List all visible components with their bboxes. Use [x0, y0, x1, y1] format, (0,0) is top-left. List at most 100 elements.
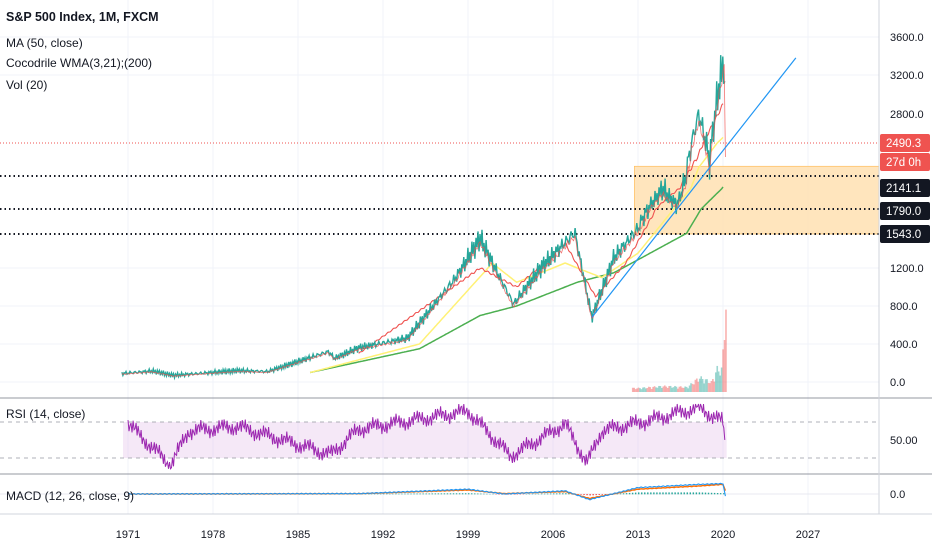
- macd-histogram-bar: [550, 494, 551, 495]
- time-axis-tick: 1999: [456, 529, 480, 541]
- volume-bar: [703, 383, 705, 392]
- macd-histogram-bar: [380, 494, 381, 495]
- volume-bar: [641, 389, 643, 392]
- macd-histogram-bar: [647, 492, 648, 494]
- macd-histogram-bar: [705, 493, 706, 495]
- macd-histogram-bar: [401, 494, 402, 495]
- volume-bar: [670, 386, 672, 392]
- macd-histogram-bar: [392, 494, 393, 495]
- legend-cocodrile-wma[interactable]: Cocodrile WMA(3,21);(200): [6, 56, 152, 70]
- macd-histogram-bar: [577, 494, 578, 495]
- macd-histogram-bar: [419, 494, 420, 495]
- price-badge-label: 1790.0: [886, 206, 921, 218]
- volume-bar: [722, 349, 724, 392]
- macd-histogram-bar: [398, 494, 399, 495]
- macd-histogram-bar: [714, 493, 715, 494]
- volume-bar: [705, 379, 707, 392]
- time-axis-tick: 1978: [201, 529, 225, 541]
- volume-bar: [645, 388, 647, 392]
- macd-histogram-bar: [441, 493, 442, 494]
- volume-bar: [632, 388, 634, 392]
- legend-volume[interactable]: Vol (20): [6, 78, 47, 92]
- macd-histogram-bar: [541, 494, 542, 495]
- macd-histogram-bar: [453, 493, 454, 494]
- volume-bar: [699, 379, 701, 392]
- macd-histogram-bar: [662, 492, 663, 494]
- macd-axis-tick: 0.0: [890, 489, 905, 501]
- volume-bar: [667, 388, 669, 392]
- macd-histogram-bar: [547, 494, 548, 495]
- volume-bar: [649, 387, 651, 392]
- volume-bar: [702, 379, 704, 392]
- chart-title[interactable]: S&P 500 Index, 1M, FXCM: [6, 10, 159, 24]
- macd-histogram-bar: [468, 493, 469, 494]
- volume-bar: [681, 388, 683, 392]
- macd-histogram-bar: [644, 492, 645, 494]
- macd-histogram-bar: [422, 494, 423, 495]
- rsi-axis-tick: 50.00: [890, 435, 918, 447]
- macd-histogram-bar: [580, 494, 581, 495]
- volume-bar: [647, 388, 649, 392]
- volume-bar: [711, 381, 713, 392]
- macd-histogram-bar: [653, 492, 654, 494]
- legend-rsi[interactable]: RSI (14, close): [6, 407, 85, 421]
- volume-bar: [642, 388, 644, 392]
- macd-histogram-bar: [486, 494, 487, 495]
- macd-histogram-bar: [386, 494, 387, 495]
- macd-histogram-bar: [438, 493, 439, 494]
- macd-histogram-bar: [444, 493, 445, 494]
- volume-bar: [684, 387, 686, 392]
- macd-histogram-bar: [456, 493, 457, 494]
- volume-bar: [724, 340, 726, 392]
- macd-histogram-bar: [432, 493, 433, 494]
- volume-bar: [673, 387, 675, 392]
- macd-histogram-bar: [544, 494, 545, 495]
- volume-bar: [663, 386, 665, 392]
- macd-histogram-bar: [592, 494, 593, 495]
- macd-histogram-bar: [602, 494, 603, 495]
- macd-histogram-bar: [596, 494, 597, 495]
- macd-histogram-bar: [623, 493, 624, 494]
- volume-bar: [674, 386, 676, 392]
- macd-histogram-bar: [383, 494, 384, 495]
- macd-histogram-bar: [477, 494, 478, 495]
- macd-histogram-bar: [562, 493, 563, 494]
- macd-histogram-bar: [711, 493, 712, 495]
- legend-macd[interactable]: MACD (12, 26, close, 9): [6, 489, 134, 503]
- macd-histogram-bar: [671, 492, 672, 494]
- time-axis-tick: 1971: [116, 529, 140, 541]
- volume-bar: [690, 383, 692, 392]
- time-axis-tick: 1985: [286, 529, 310, 541]
- volume-bar: [676, 387, 678, 392]
- volume-bar: [648, 387, 650, 392]
- macd-histogram-bar: [641, 492, 642, 494]
- volume-bar: [639, 388, 641, 392]
- macd-histogram-bar: [404, 494, 405, 495]
- time-axis-tick: 2027: [796, 529, 820, 541]
- volume-bar: [695, 380, 697, 392]
- macd-histogram-bar: [389, 494, 390, 495]
- legend-ma[interactable]: MA (50, close): [6, 36, 83, 50]
- macd-histogram-bar: [559, 493, 560, 494]
- volume-bar: [671, 388, 673, 392]
- time-axis-tick: 1992: [371, 529, 395, 541]
- macd-histogram-bar: [708, 493, 709, 495]
- macd-histogram-bar: [702, 493, 703, 495]
- macd-histogram-bar: [684, 492, 685, 494]
- time-axis-tick: 2020: [711, 529, 735, 541]
- volume-bar: [708, 383, 710, 392]
- macd-histogram-bar: [465, 493, 466, 494]
- macd-histogram-bar: [474, 493, 475, 494]
- macd-histogram-bar: [626, 493, 627, 494]
- volume-bar: [636, 388, 638, 392]
- price-axis-tick: 400.0: [890, 339, 918, 351]
- macd-histogram-bar: [407, 494, 408, 495]
- volume-bar: [679, 387, 681, 392]
- macd-histogram-bar: [553, 493, 554, 494]
- volume-bar: [693, 384, 695, 392]
